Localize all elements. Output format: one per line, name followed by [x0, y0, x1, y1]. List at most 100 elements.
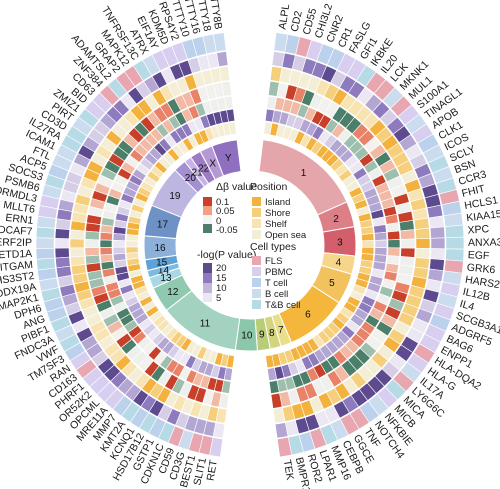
heatmap-cell	[77, 108, 100, 129]
pvalue-tick-2: 15	[216, 273, 227, 284]
heatmap-cell	[151, 71, 168, 89]
delta-tick-4: -0.05	[216, 225, 238, 236]
heatmap-cell	[196, 345, 208, 360]
heatmap-cell	[129, 149, 145, 163]
heatmap-cell	[132, 197, 147, 209]
heatmap-cell	[105, 105, 124, 124]
heatmap-cell	[268, 380, 280, 394]
heatmap-cell	[158, 137, 173, 153]
heatmap-cell	[35, 226, 56, 239]
heatmap-cell	[124, 295, 140, 308]
heatmap-cell	[85, 342, 104, 360]
heatmap-cell	[101, 267, 116, 278]
chromosome-label: 5	[329, 278, 335, 289]
heatmap-cell	[152, 106, 169, 124]
heatmap-cell	[151, 88, 168, 107]
heatmap-cell	[186, 384, 200, 401]
heatmap-cell	[80, 334, 99, 352]
legend-delta-beta: Δβ value 0.1 0.05 0 -0.05	[203, 181, 257, 236]
heatmap-cell	[186, 119, 199, 135]
heatmap-cell	[78, 296, 96, 311]
chromosome-label: 12	[167, 287, 179, 298]
heatmap-cell	[445, 236, 465, 250]
heatmap-cell	[103, 364, 122, 382]
heatmap-cell	[87, 206, 104, 218]
heatmap-cell	[140, 394, 157, 413]
chromosome-label: 3	[337, 237, 343, 248]
heatmap-cell	[132, 389, 150, 407]
chromosome-label: 14	[158, 265, 170, 276]
heatmap-cell	[205, 112, 217, 127]
heatmap-cell	[91, 350, 109, 368]
heatmap-cell	[114, 265, 129, 276]
heatmap-cell	[274, 422, 289, 439]
heatmap-cell	[167, 425, 185, 448]
gene-label: MLLT6	[2, 199, 36, 216]
heatmap-cell	[178, 381, 193, 398]
heatmap-cell	[140, 180, 155, 193]
heatmap-cell	[272, 407, 286, 424]
heatmap-cell	[135, 162, 151, 176]
heatmap-cell	[130, 274, 145, 285]
heatmap-cell	[178, 366, 192, 381]
heatmap-cell	[97, 357, 115, 375]
heatmap-cell	[99, 137, 118, 154]
heatmap-cell	[105, 281, 120, 293]
heatmap-cell	[154, 160, 168, 175]
heatmap-cell	[170, 330, 184, 345]
heatmap-cell	[210, 364, 221, 379]
heatmap-cell	[161, 45, 179, 67]
gene-label: SLIT1	[191, 456, 209, 486]
heatmap-cell	[216, 366, 227, 380]
heatmap-cell	[143, 175, 158, 188]
heatmap-cell	[131, 350, 148, 367]
heatmap-cell	[193, 117, 205, 132]
heatmap-cell	[148, 147, 163, 162]
heatmap-cell	[60, 134, 83, 154]
heatmap-cell	[102, 313, 120, 328]
celltype-label-bcell: B cell	[265, 289, 288, 300]
heatmap-cell	[59, 283, 76, 298]
heatmap-cell	[189, 401, 203, 418]
position-label-shore: Shore	[265, 208, 290, 219]
heatmap-cell	[209, 437, 224, 458]
heatmap-cell	[84, 100, 106, 121]
heatmap-cell	[171, 377, 186, 395]
heatmap-cell	[147, 345, 163, 361]
heatmap-cell	[171, 362, 186, 378]
heatmap-cell	[143, 93, 160, 112]
heatmap-cell	[157, 369, 173, 387]
position-label-island: Island	[265, 197, 290, 208]
heatmap-cell	[113, 259, 128, 269]
heatmap-cell	[91, 92, 113, 114]
heatmap-cell	[54, 238, 70, 249]
heatmap-cell	[208, 350, 219, 365]
heatmap-cell	[72, 272, 89, 285]
position-swatch-island	[252, 197, 261, 206]
heatmap-cell	[181, 38, 198, 60]
heatmap-cell	[164, 390, 180, 409]
heatmap-cell	[99, 112, 117, 131]
heatmap-cell	[112, 146, 130, 162]
heatmap-cell	[116, 205, 131, 217]
heatmap-cell	[172, 348, 186, 363]
pvalue-swatch-1	[203, 263, 212, 273]
heatmap-cell	[265, 354, 275, 369]
heatmap-cell	[144, 132, 159, 148]
heatmap-cell	[197, 360, 209, 375]
heatmap-cell	[76, 185, 94, 199]
heatmap-cell	[109, 294, 125, 307]
heatmap-cell	[203, 420, 217, 437]
heatmap-cell	[36, 257, 56, 271]
heatmap-cell	[175, 334, 188, 349]
heatmap-cell	[142, 341, 157, 356]
gene-label: HARS2	[464, 274, 500, 291]
heatmap-cell	[428, 215, 445, 229]
heatmap-cell	[166, 408, 182, 426]
heatmap-cell	[98, 306, 116, 321]
heatmap-cell	[46, 306, 68, 323]
chromosome-label: 19	[169, 191, 181, 202]
celltype-swatch-bcell	[252, 289, 261, 298]
heatmap-cell	[71, 116, 94, 137]
